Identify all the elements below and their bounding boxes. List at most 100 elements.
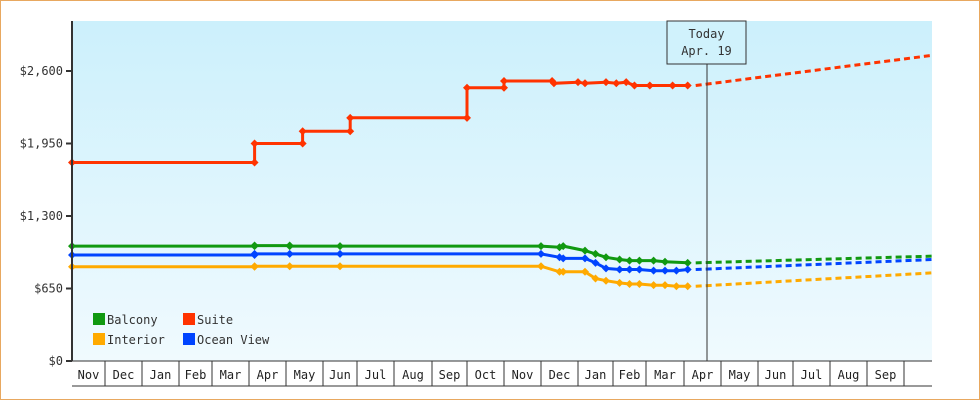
data-point[interactable] — [574, 78, 582, 87]
data-point[interactable] — [625, 256, 634, 265]
legend-label: Ocean View — [197, 333, 270, 347]
y-tick-label: $2,600 — [20, 64, 63, 78]
data-point[interactable] — [645, 81, 654, 90]
x-month-label: Jul — [801, 368, 823, 382]
x-month-label: Nov — [78, 368, 100, 382]
y-tick-label: $1,950 — [20, 137, 63, 151]
x-month-label: Apr — [257, 368, 279, 382]
y-tick-label: $1,300 — [20, 209, 63, 223]
x-month-label: Sep — [439, 368, 461, 382]
x-month-label: Jan — [585, 368, 607, 382]
x-month-label: Oct — [475, 368, 497, 382]
data-point[interactable] — [602, 276, 610, 285]
plot-area — [72, 21, 932, 361]
data-point[interactable] — [559, 267, 568, 276]
legend: Balcony Suite Interior Ocean View — [93, 313, 270, 347]
legend-label: Balcony — [107, 313, 158, 327]
data-point[interactable] — [602, 264, 610, 273]
data-point[interactable] — [625, 265, 634, 274]
legend-label: Suite — [197, 313, 233, 327]
data-point[interactable] — [346, 127, 355, 136]
data-point[interactable] — [615, 265, 624, 274]
data-point[interactable] — [591, 249, 600, 258]
today-date: Apr. 19 — [681, 44, 732, 58]
data-point[interactable] — [635, 280, 644, 289]
data-point[interactable] — [500, 77, 508, 86]
data-point[interactable] — [661, 281, 669, 290]
data-point[interactable] — [602, 253, 610, 262]
x-month-label: Aug — [402, 368, 424, 382]
data-point[interactable] — [668, 81, 677, 90]
legend-label: Interior — [107, 333, 165, 347]
legend-swatch — [183, 313, 195, 325]
data-point[interactable] — [683, 81, 692, 90]
legend-swatch — [93, 333, 105, 345]
data-point[interactable] — [285, 249, 294, 258]
data-point[interactable] — [581, 254, 589, 263]
data-point[interactable] — [602, 78, 610, 87]
data-point[interactable] — [635, 265, 644, 274]
data-point[interactable] — [336, 249, 344, 258]
data-point[interactable] — [250, 158, 259, 167]
data-point[interactable] — [537, 262, 545, 271]
data-point[interactable] — [672, 282, 681, 291]
data-point[interactable] — [591, 274, 600, 283]
today-marker: Today Apr. 19 — [666, 20, 747, 361]
data-point[interactable] — [298, 139, 307, 148]
data-point[interactable] — [622, 78, 631, 87]
data-point[interactable] — [581, 79, 589, 88]
data-point[interactable] — [615, 255, 624, 264]
data-point[interactable] — [672, 266, 681, 275]
data-point[interactable] — [591, 258, 600, 267]
x-month-label: Jul — [365, 368, 387, 382]
data-point[interactable] — [581, 267, 589, 276]
data-point[interactable] — [630, 81, 639, 90]
legend-swatch — [93, 313, 105, 325]
data-point[interactable] — [336, 242, 344, 251]
data-point[interactable] — [537, 249, 545, 258]
data-point[interactable] — [581, 246, 589, 255]
x-month-label: Jan — [150, 368, 172, 382]
data-point[interactable] — [683, 265, 692, 274]
data-point[interactable] — [661, 266, 669, 275]
data-point[interactable] — [612, 79, 621, 88]
x-month-label: Feb — [619, 368, 641, 382]
data-point[interactable] — [559, 254, 568, 263]
series-interior — [68, 262, 933, 291]
x-month-label: Jun — [765, 368, 787, 382]
data-point[interactable] — [615, 278, 624, 287]
data-point[interactable] — [649, 266, 658, 275]
data-point[interactable] — [336, 262, 344, 271]
data-point[interactable] — [683, 282, 692, 291]
today-box — [666, 20, 747, 65]
data-point[interactable] — [537, 242, 545, 251]
data-point[interactable] — [285, 262, 294, 271]
data-point[interactable] — [463, 83, 471, 92]
x-month-label: Jun — [329, 368, 351, 382]
y-tick-label: $0 — [49, 354, 63, 368]
data-point[interactable] — [625, 280, 634, 289]
data-point[interactable] — [683, 258, 692, 267]
data-point[interactable] — [500, 83, 508, 92]
data-point[interactable] — [559, 242, 568, 251]
series-suite — [68, 53, 933, 167]
data-point[interactable] — [250, 262, 259, 271]
series-ocean-view — [68, 249, 933, 275]
x-month-label: Mar — [654, 368, 676, 382]
data-point[interactable] — [649, 281, 658, 290]
data-point[interactable] — [250, 249, 259, 258]
data-point[interactable] — [250, 241, 259, 250]
x-month-label: Dec — [549, 368, 571, 382]
x-month-label: Apr — [692, 368, 714, 382]
data-point[interactable] — [661, 257, 669, 266]
data-point[interactable] — [463, 113, 471, 122]
data-point[interactable] — [649, 256, 658, 265]
data-point[interactable] — [250, 139, 259, 148]
data-point[interactable] — [549, 79, 558, 88]
x-month-label: May — [294, 368, 316, 382]
data-point[interactable] — [346, 113, 355, 122]
data-point[interactable] — [298, 127, 307, 136]
data-point[interactable] — [285, 242, 294, 251]
data-point[interactable] — [635, 256, 644, 265]
